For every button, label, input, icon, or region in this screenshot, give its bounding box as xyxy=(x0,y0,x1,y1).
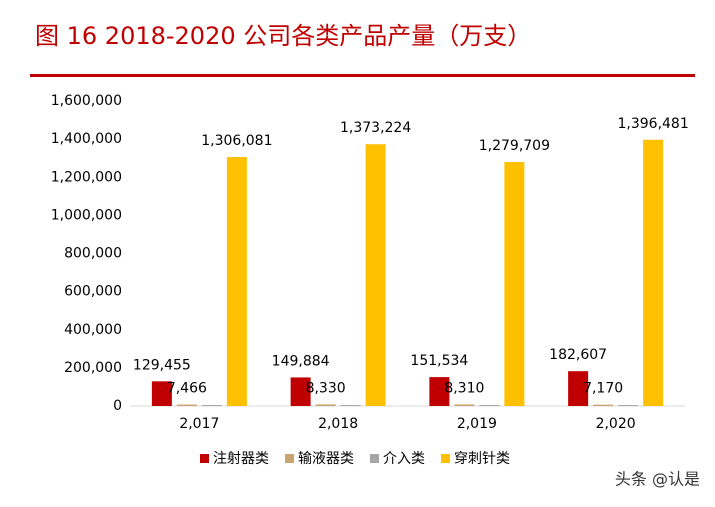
legend-swatch xyxy=(441,454,450,463)
data-label: 151,534 xyxy=(410,353,468,369)
y-tick-label: 1,600,000 xyxy=(51,93,122,109)
data-label: 149,884 xyxy=(272,353,330,369)
data-label: 1,373,224 xyxy=(340,120,411,136)
legend-swatch xyxy=(200,454,209,463)
data-label: 1,279,709 xyxy=(479,138,550,154)
chart-title: 图 16 2018-2020 公司各类产品产量（万支） xyxy=(35,22,531,50)
y-tick-label: 600,000 xyxy=(64,284,122,300)
bar xyxy=(365,144,386,406)
y-tick-label: 1,000,000 xyxy=(51,207,122,223)
data-label: 7,170 xyxy=(583,381,623,397)
y-tick-label: 400,000 xyxy=(64,322,122,338)
legend-label: 注射器类 xyxy=(213,451,269,467)
x-tick-label: 2,018 xyxy=(318,416,358,432)
legend-label: 输液器类 xyxy=(298,451,354,467)
y-tick-label: 1,400,000 xyxy=(51,131,122,147)
bar xyxy=(593,404,614,406)
bar xyxy=(479,405,500,406)
y-tick-label: 1,200,000 xyxy=(51,169,122,185)
data-label: 7,466 xyxy=(167,381,207,397)
bar xyxy=(201,405,222,406)
bar xyxy=(504,162,525,406)
data-label: 129,455 xyxy=(133,357,191,373)
legend-label: 穿刺针类 xyxy=(454,451,510,467)
legend-label: 介入类 xyxy=(383,451,425,467)
data-label: 8,330 xyxy=(306,380,346,396)
legend-swatch xyxy=(285,454,294,463)
y-tick-label: 200,000 xyxy=(64,360,122,376)
bar xyxy=(290,377,311,406)
legend-swatch xyxy=(370,454,379,463)
bar xyxy=(618,405,639,406)
y-tick-label: 0 xyxy=(113,398,122,414)
data-label: 1,396,481 xyxy=(617,116,688,132)
bar xyxy=(340,405,361,406)
bar xyxy=(226,157,247,406)
y-tick-label: 800,000 xyxy=(64,246,122,262)
title-rule xyxy=(30,74,695,77)
watermark: 头条 @认是 xyxy=(615,470,700,489)
bar xyxy=(454,404,475,406)
bar xyxy=(568,371,589,406)
x-tick-label: 2,019 xyxy=(457,416,497,432)
x-tick-label: 2,017 xyxy=(179,416,219,432)
bar xyxy=(429,377,450,406)
bar xyxy=(315,404,336,406)
data-label: 182,607 xyxy=(549,347,607,363)
x-tick-label: 2,020 xyxy=(596,416,636,432)
data-label: 1,306,081 xyxy=(201,133,272,149)
bar xyxy=(643,139,664,406)
bar xyxy=(176,404,197,406)
data-label: 8,310 xyxy=(444,380,484,396)
bar xyxy=(151,381,172,406)
